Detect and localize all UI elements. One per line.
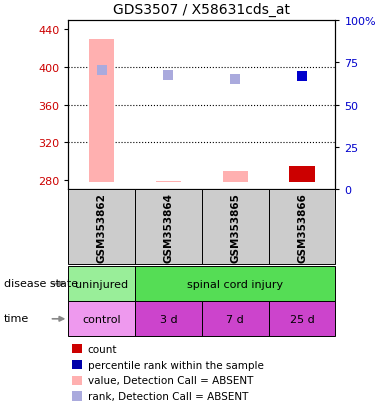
Text: percentile rank within the sample: percentile rank within the sample	[88, 360, 264, 370]
Text: GSM353862: GSM353862	[97, 192, 106, 262]
Text: 3 d: 3 d	[160, 314, 177, 324]
Text: 7 d: 7 d	[226, 314, 244, 324]
Text: control: control	[82, 314, 121, 324]
Text: time: time	[4, 313, 29, 323]
Bar	[269, 190, 335, 264]
Text: GSM353866: GSM353866	[297, 192, 307, 262]
Bar	[68, 190, 135, 264]
Bar	[223, 171, 248, 183]
Text: GSM353865: GSM353865	[230, 192, 240, 262]
Title: GDS3507 / X58631cds_at: GDS3507 / X58631cds_at	[113, 3, 290, 17]
Bar	[135, 190, 202, 264]
Text: GSM353864: GSM353864	[163, 192, 174, 262]
Text: value, Detection Call = ABSENT: value, Detection Call = ABSENT	[88, 375, 253, 385]
Text: spinal cord injury: spinal cord injury	[187, 279, 283, 289]
Bar	[202, 190, 269, 264]
Text: uninjured: uninjured	[75, 279, 128, 289]
Text: rank, Detection Call = ABSENT: rank, Detection Call = ABSENT	[88, 391, 248, 401]
Bar	[289, 166, 315, 183]
Bar	[269, 301, 335, 337]
Text: 25 d: 25 d	[290, 314, 314, 324]
Bar	[68, 266, 135, 301]
Bar	[156, 181, 181, 183]
Bar	[68, 301, 135, 337]
Text: count: count	[88, 344, 117, 354]
Bar	[89, 40, 114, 183]
Bar	[135, 266, 335, 301]
Text: disease state: disease state	[4, 278, 78, 288]
Bar	[202, 301, 269, 337]
Bar	[135, 301, 202, 337]
